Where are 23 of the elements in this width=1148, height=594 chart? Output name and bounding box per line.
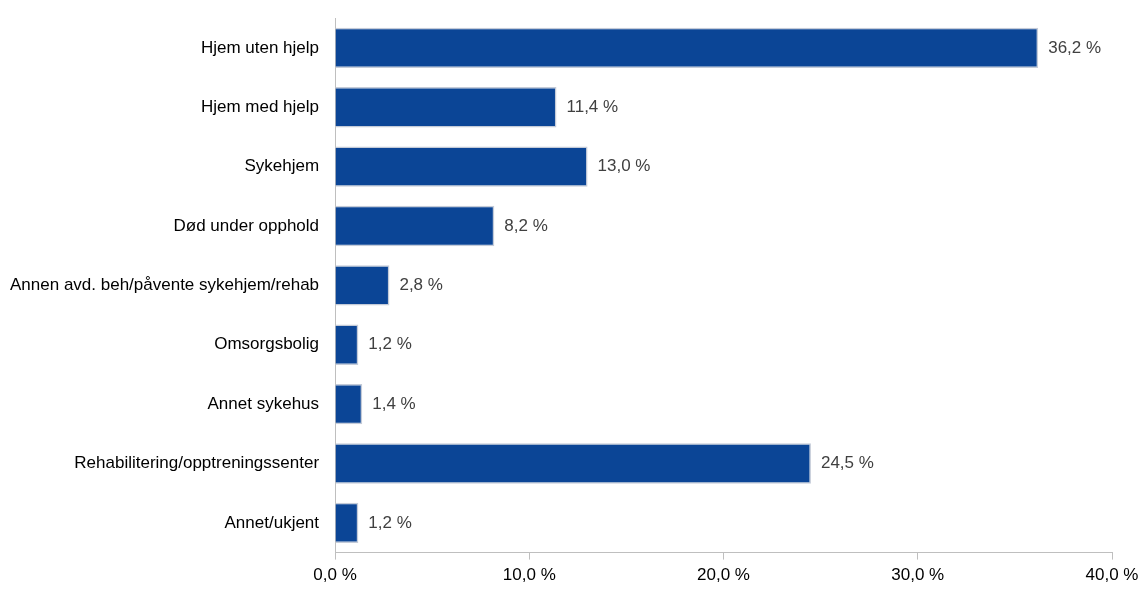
y-tick-label: Omsorgsbolig bbox=[214, 334, 320, 354]
y-tick-label: Hjem uten hjelp bbox=[200, 37, 320, 57]
data-label: 13,0 % bbox=[597, 156, 651, 176]
x-tick-label: 40,0 % bbox=[1085, 565, 1139, 585]
y-tick-label: Død under opphold bbox=[173, 215, 320, 235]
data-label: 1,4 % bbox=[372, 393, 416, 413]
y-tick-label: Rehabilitering/opptreningssenter bbox=[74, 453, 320, 473]
y-tick-label: Sykehjem bbox=[244, 156, 320, 176]
data-label: 1,2 % bbox=[368, 334, 412, 354]
x-tick-label: 20,0 % bbox=[697, 565, 750, 585]
x-tick-label: 10,0 % bbox=[502, 565, 556, 585]
y-tick-label: Annet/ukjent bbox=[224, 512, 320, 532]
data-label: 36,2 % bbox=[1048, 37, 1102, 57]
y-tick-label: Annen avd. beh/påvente sykehjem/rehab bbox=[10, 275, 320, 295]
x-tick-label: 0,0 % bbox=[313, 565, 357, 585]
y-tick-label: Hjem med hjelp bbox=[200, 96, 320, 116]
data-label: 11,4 % bbox=[566, 96, 619, 116]
x-tick-label: 30,0 % bbox=[891, 565, 945, 585]
data-label: 2,8 % bbox=[399, 275, 443, 295]
data-label: 1,2 % bbox=[368, 512, 412, 532]
data-label: 24,5 % bbox=[820, 453, 874, 473]
data-label: 8,2 % bbox=[504, 215, 548, 235]
y-tick-label: Annet sykehus bbox=[207, 393, 320, 413]
